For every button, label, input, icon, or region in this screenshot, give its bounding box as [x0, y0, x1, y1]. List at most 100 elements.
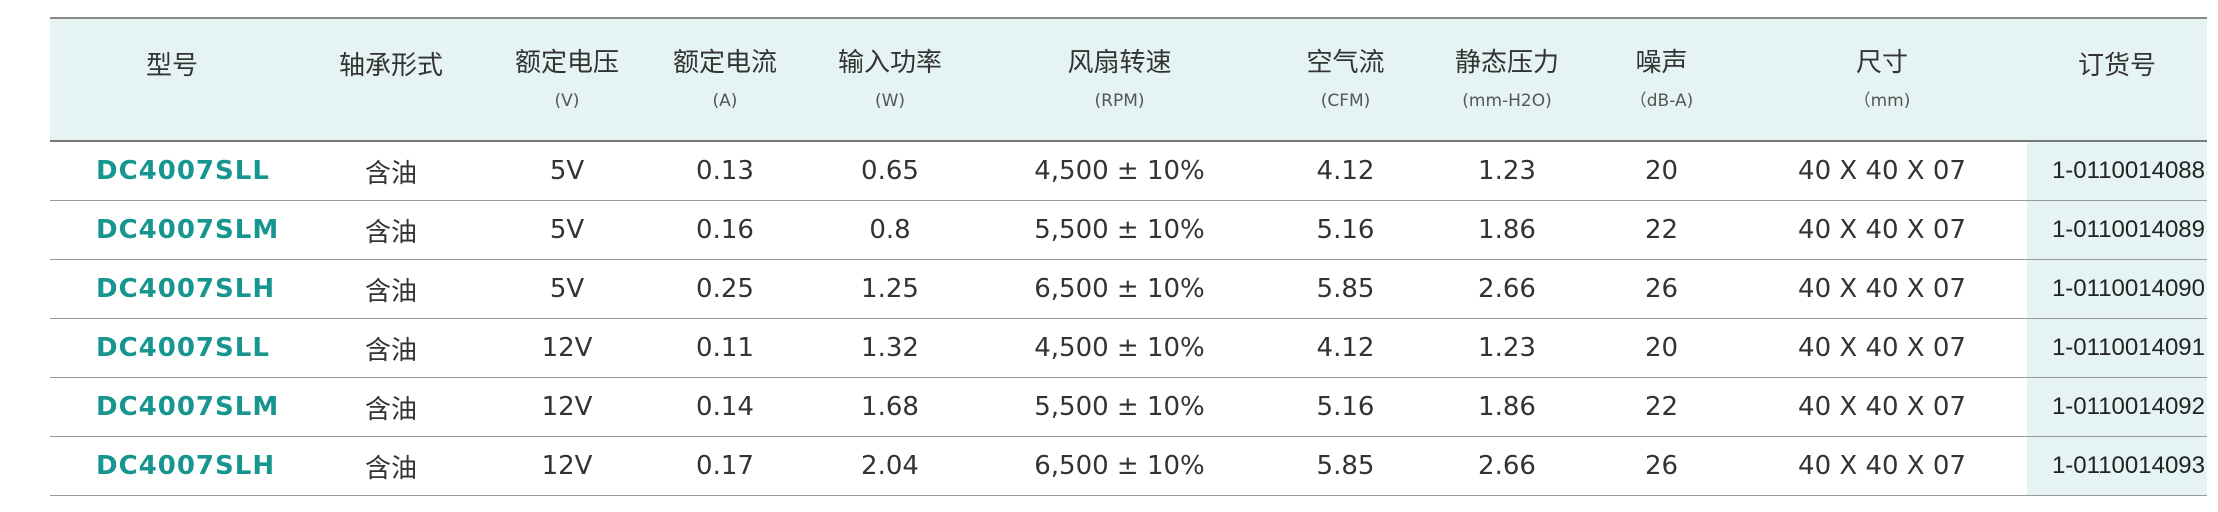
cell: 40 X 40 X 07: [1737, 436, 2027, 496]
cell: 1.23: [1428, 141, 1586, 201]
cell: 5V: [488, 259, 646, 319]
cell: 0.14: [646, 377, 804, 437]
cell: 1.86: [1428, 200, 1586, 260]
cell: 1.86: [1428, 377, 1586, 437]
header-cell: 尺寸 （mm): [1737, 17, 2027, 142]
cell: 5,500 ± 10%: [976, 377, 1263, 437]
header-cell: 风扇转速 (RPM): [976, 17, 1263, 142]
header-unit: （mm): [1853, 90, 1911, 111]
cell: 20: [1586, 141, 1737, 201]
order-cell: 1-0110014092: [2027, 377, 2207, 437]
header-label: 轴承形式: [338, 50, 443, 81]
header-label: 风扇转速: [1067, 47, 1172, 78]
cell: 40 X 40 X 07: [1737, 200, 2027, 260]
cell: 0.13: [646, 141, 804, 201]
cell: 40 X 40 X 07: [1737, 141, 2027, 201]
header-cell: 额定电压 (V): [488, 17, 646, 142]
header-cell: 订货号: [2027, 17, 2207, 142]
cell: 1.68: [804, 377, 976, 437]
model-cell: DC4007SLH: [50, 436, 294, 496]
header-cell: 型号: [50, 17, 294, 142]
cell: 2.66: [1428, 436, 1586, 496]
cell: 26: [1586, 259, 1737, 319]
header-label: 空气流: [1306, 47, 1385, 78]
cell: 0.11: [646, 318, 804, 378]
cell: 6,500 ± 10%: [976, 259, 1263, 319]
header-label: 型号: [145, 50, 198, 81]
header-cell: 轴承形式: [294, 17, 488, 142]
cell: 22: [1586, 377, 1737, 437]
table-body: DC4007SLL 含油 5V 0.13 0.65 4,500 ± 10% 4.12 1.23…: [50, 141, 2207, 496]
cell: 含油: [294, 377, 488, 437]
cell: 2.66: [1428, 259, 1586, 319]
header-label: 尺寸: [1855, 47, 1908, 78]
model-cell: DC4007SLH: [50, 259, 294, 319]
cell: 5V: [488, 141, 646, 201]
cell: 40 X 40 X 07: [1737, 318, 2027, 378]
header-row: 型号 轴承形式 额定电压 (V) 额定电流 (A) 输入功率 (W) 风扇转速 (RPM) 空气流 (…: [50, 17, 2207, 142]
cell: 12V: [488, 318, 646, 378]
header-unit: (CFM): [1320, 90, 1371, 111]
header-unit: （dB-A): [1629, 90, 1694, 111]
cell: 12V: [488, 377, 646, 437]
cell: 含油: [294, 141, 488, 201]
header-label: 额定电流: [672, 47, 777, 78]
order-cell: 1-0110014090: [2027, 259, 2207, 319]
header-cell: 静态压力 (mm-H2O): [1428, 17, 1586, 142]
cell: 0.25: [646, 259, 804, 319]
cell: 1.32: [804, 318, 976, 378]
order-cell: 1-0110014091: [2027, 318, 2207, 378]
cell: 12V: [488, 436, 646, 496]
header-unit: (V): [554, 90, 580, 111]
cell: 含油: [294, 259, 488, 319]
spec-table: 型号 轴承形式 额定电压 (V) 额定电流 (A) 输入功率 (W) 风扇转速 (RPM) 空气流 (…: [50, 17, 2207, 496]
header-unit: (W): [874, 90, 906, 111]
model-cell: DC4007SLL: [50, 318, 294, 378]
header-label: 噪声: [1635, 47, 1688, 78]
cell: 0.65: [804, 141, 976, 201]
cell: 2.04: [804, 436, 976, 496]
cell: 4,500 ± 10%: [976, 318, 1263, 378]
header-unit: (mm-H2O): [1462, 90, 1552, 111]
model-cell: DC4007SLM: [50, 200, 294, 260]
cell: 6,500 ± 10%: [976, 436, 1263, 496]
cell: 4.12: [1263, 141, 1428, 201]
header-cell: 噪声 （dB-A): [1586, 17, 1737, 142]
cell: 含油: [294, 318, 488, 378]
header-label: 静态压力: [1454, 47, 1559, 78]
cell: 40 X 40 X 07: [1737, 259, 2027, 319]
model-cell: DC4007SLM: [50, 377, 294, 437]
table-row: DC4007SLH 含油 5V 0.25 1.25 6,500 ± 10% 5.85 2.66…: [50, 259, 2207, 319]
cell: 1.23: [1428, 318, 1586, 378]
cell: 0.16: [646, 200, 804, 260]
cell: 5.85: [1263, 436, 1428, 496]
order-cell: 1-0110014089: [2027, 200, 2207, 260]
header-cell: 额定电流 (A): [646, 17, 804, 142]
cell: 22: [1586, 200, 1737, 260]
cell: 26: [1586, 436, 1737, 496]
cell: 含油: [294, 200, 488, 260]
table-row: DC4007SLM 含油 12V 0.14 1.68 5,500 ± 10% 5.16 1.8…: [50, 377, 2207, 437]
header-label: 输入功率: [837, 47, 942, 78]
cell: 20: [1586, 318, 1737, 378]
cell: 5.16: [1263, 200, 1428, 260]
cell: 0.8: [804, 200, 976, 260]
cell: 5,500 ± 10%: [976, 200, 1263, 260]
model-cell: DC4007SLL: [50, 141, 294, 201]
cell: 5V: [488, 200, 646, 260]
order-cell: 1-0110014088: [2027, 141, 2207, 201]
order-cell: 1-0110014093: [2027, 436, 2207, 496]
cell: 4.12: [1263, 318, 1428, 378]
cell: 含油: [294, 436, 488, 496]
header-label: 订货号: [2077, 50, 2156, 81]
header-label: 额定电压: [514, 47, 619, 78]
cell: 5.85: [1263, 259, 1428, 319]
table-row: DC4007SLL 含油 5V 0.13 0.65 4,500 ± 10% 4.12 1.23…: [50, 141, 2207, 201]
cell: 0.17: [646, 436, 804, 496]
header-cell: 输入功率 (W): [804, 17, 976, 142]
table-row: DC4007SLL 含油 12V 0.11 1.32 4,500 ± 10% 4.12 1.2…: [50, 318, 2207, 378]
cell: 1.25: [804, 259, 976, 319]
header-unit: (A): [712, 90, 738, 111]
cell: 4,500 ± 10%: [976, 141, 1263, 201]
